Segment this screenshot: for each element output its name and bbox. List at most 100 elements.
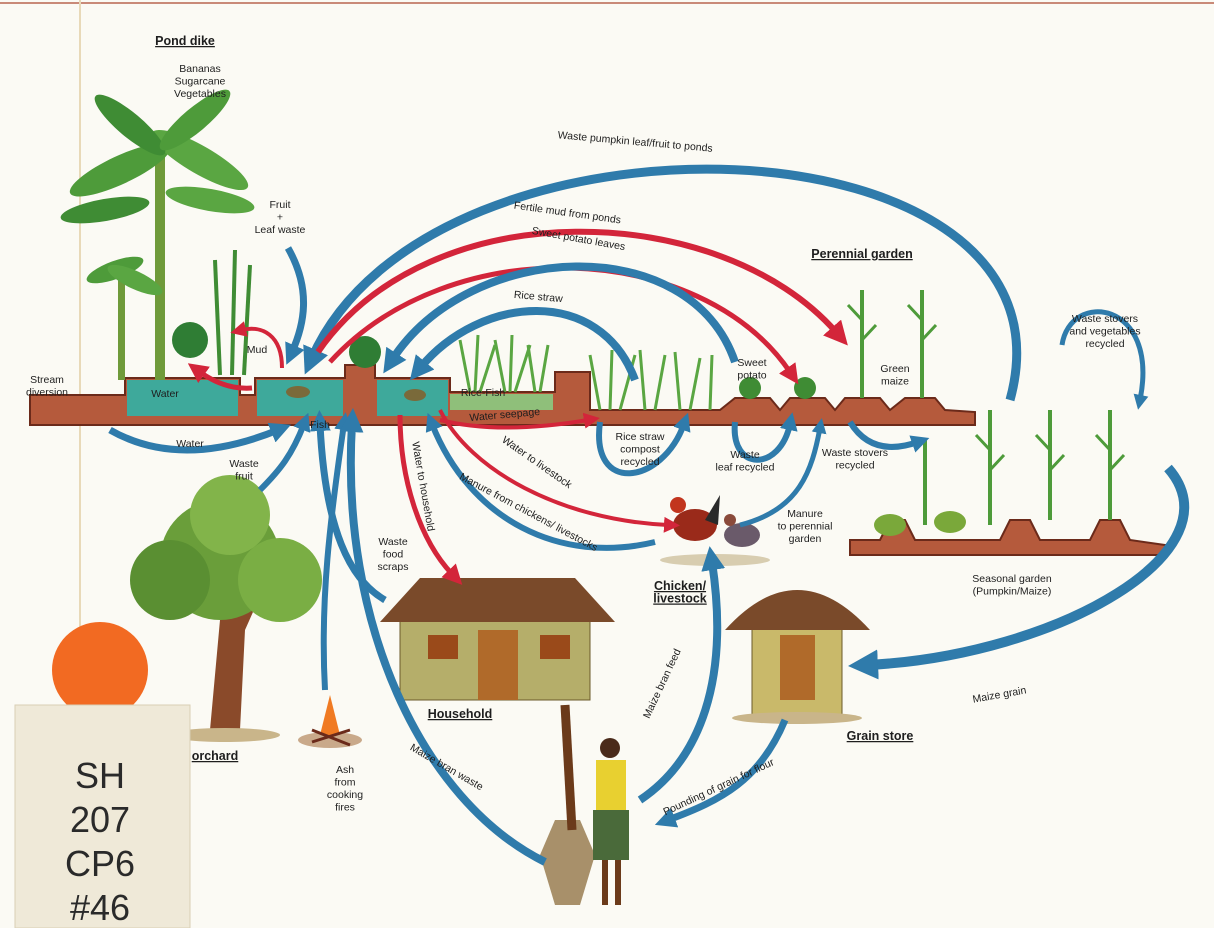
label: Water [176,438,204,450]
label: Waste [378,536,408,548]
arrows-part [637,546,726,804]
label: Sugarcane [175,76,226,88]
grain-store-part [780,635,815,700]
arrows-part [439,412,600,430]
banana-trees-part [155,150,165,380]
woman-part [540,820,595,905]
house-part [540,635,570,659]
grain-store-part [725,590,870,630]
label: Fertile mud from ponds [513,200,622,227]
arrows-part [847,420,930,453]
woman-part [560,704,577,831]
arrows-part [1059,309,1149,410]
banana-trees-part [349,336,381,368]
label: livestock [653,592,707,606]
label: leaf recycled [716,462,775,474]
sticker-line: #46 [70,887,130,928]
rice [458,334,714,411]
label: compost [620,444,660,456]
label: garden [789,533,822,545]
fish [286,386,426,401]
banana-trees-part [69,143,171,197]
label: recycled [1085,338,1124,350]
label: Water to household [409,441,437,533]
arrows-part [339,408,547,866]
woman-part [600,738,620,758]
arrows-part [438,409,680,533]
orchard-tree-part [170,728,280,742]
label: (Pumpkin/Maize) [973,586,1052,598]
ground-part [127,380,238,416]
pumpkins-part [934,511,966,533]
label: Sweet [737,357,766,369]
label: Vegetables [174,88,226,100]
house-part [478,630,518,700]
arrows-part [409,307,639,382]
pumpkins [874,511,966,536]
arrows-part [848,464,1189,680]
label: scraps [378,561,409,573]
arrows-part [383,262,739,374]
label: Manure from chickens/ livestocks [457,471,599,554]
label: Rice straw [513,289,563,305]
arrows-part [397,414,463,585]
banana-trees-part [94,94,166,156]
label: Household [428,707,493,721]
label: Rice-Fish [461,387,505,399]
arrows-part [303,164,1022,402]
sticker-line: CP6 [65,843,135,884]
label: Waste pumpkin leaf/fruit to ponds [557,129,713,155]
pumpkins-part [874,514,906,536]
ground-part [450,394,553,410]
chickens-part [673,509,717,541]
arrows-part [320,412,353,691]
label: Maize grain [972,684,1028,705]
banana-trees-part [172,322,208,358]
arrows-part [739,418,827,528]
rice-part [458,334,550,393]
label: recycled [620,456,659,468]
label: Water [151,388,179,400]
banana-trees-part-part [213,259,222,376]
orchard-tree-part [238,538,322,622]
ground [29,364,1166,556]
orange-dot [52,622,148,718]
woman [540,704,629,905]
label: Stream [30,374,64,386]
banana-trees-part-part [230,249,237,376]
orchard-tree [130,475,322,742]
label: food [383,549,404,561]
label: cooking [327,789,363,801]
banana-trees-part [159,89,231,151]
arrows-part [731,412,798,463]
label: Bananas [179,63,220,75]
label: to perennial [778,521,833,533]
sweet-potato [739,377,816,399]
arrows-part [257,412,311,493]
rice-part [588,349,714,411]
chickens-part [724,514,736,526]
house [380,578,615,701]
arrows-part [284,246,308,365]
grain-store [725,590,870,724]
woman-part [593,810,629,860]
fire [298,695,362,748]
label: Waste stovers [822,447,888,459]
label: Chicken/ [654,579,707,593]
banana-trees-part-part [242,264,252,376]
label: Leaf waste [255,224,306,236]
chickens-part [705,495,720,525]
label: from [335,777,356,789]
label: maize [881,376,909,388]
grain-store-part [732,712,862,724]
banana-trees-part [213,249,252,376]
orchard-tree-part [130,540,210,620]
label: Water to livestock [500,434,575,492]
label: Grain store [847,729,914,743]
fish-part [286,386,310,398]
label: and vegetables [1069,326,1140,338]
label: Pond dike [155,34,215,48]
arrows-part [187,363,253,391]
label: fires [335,802,355,814]
